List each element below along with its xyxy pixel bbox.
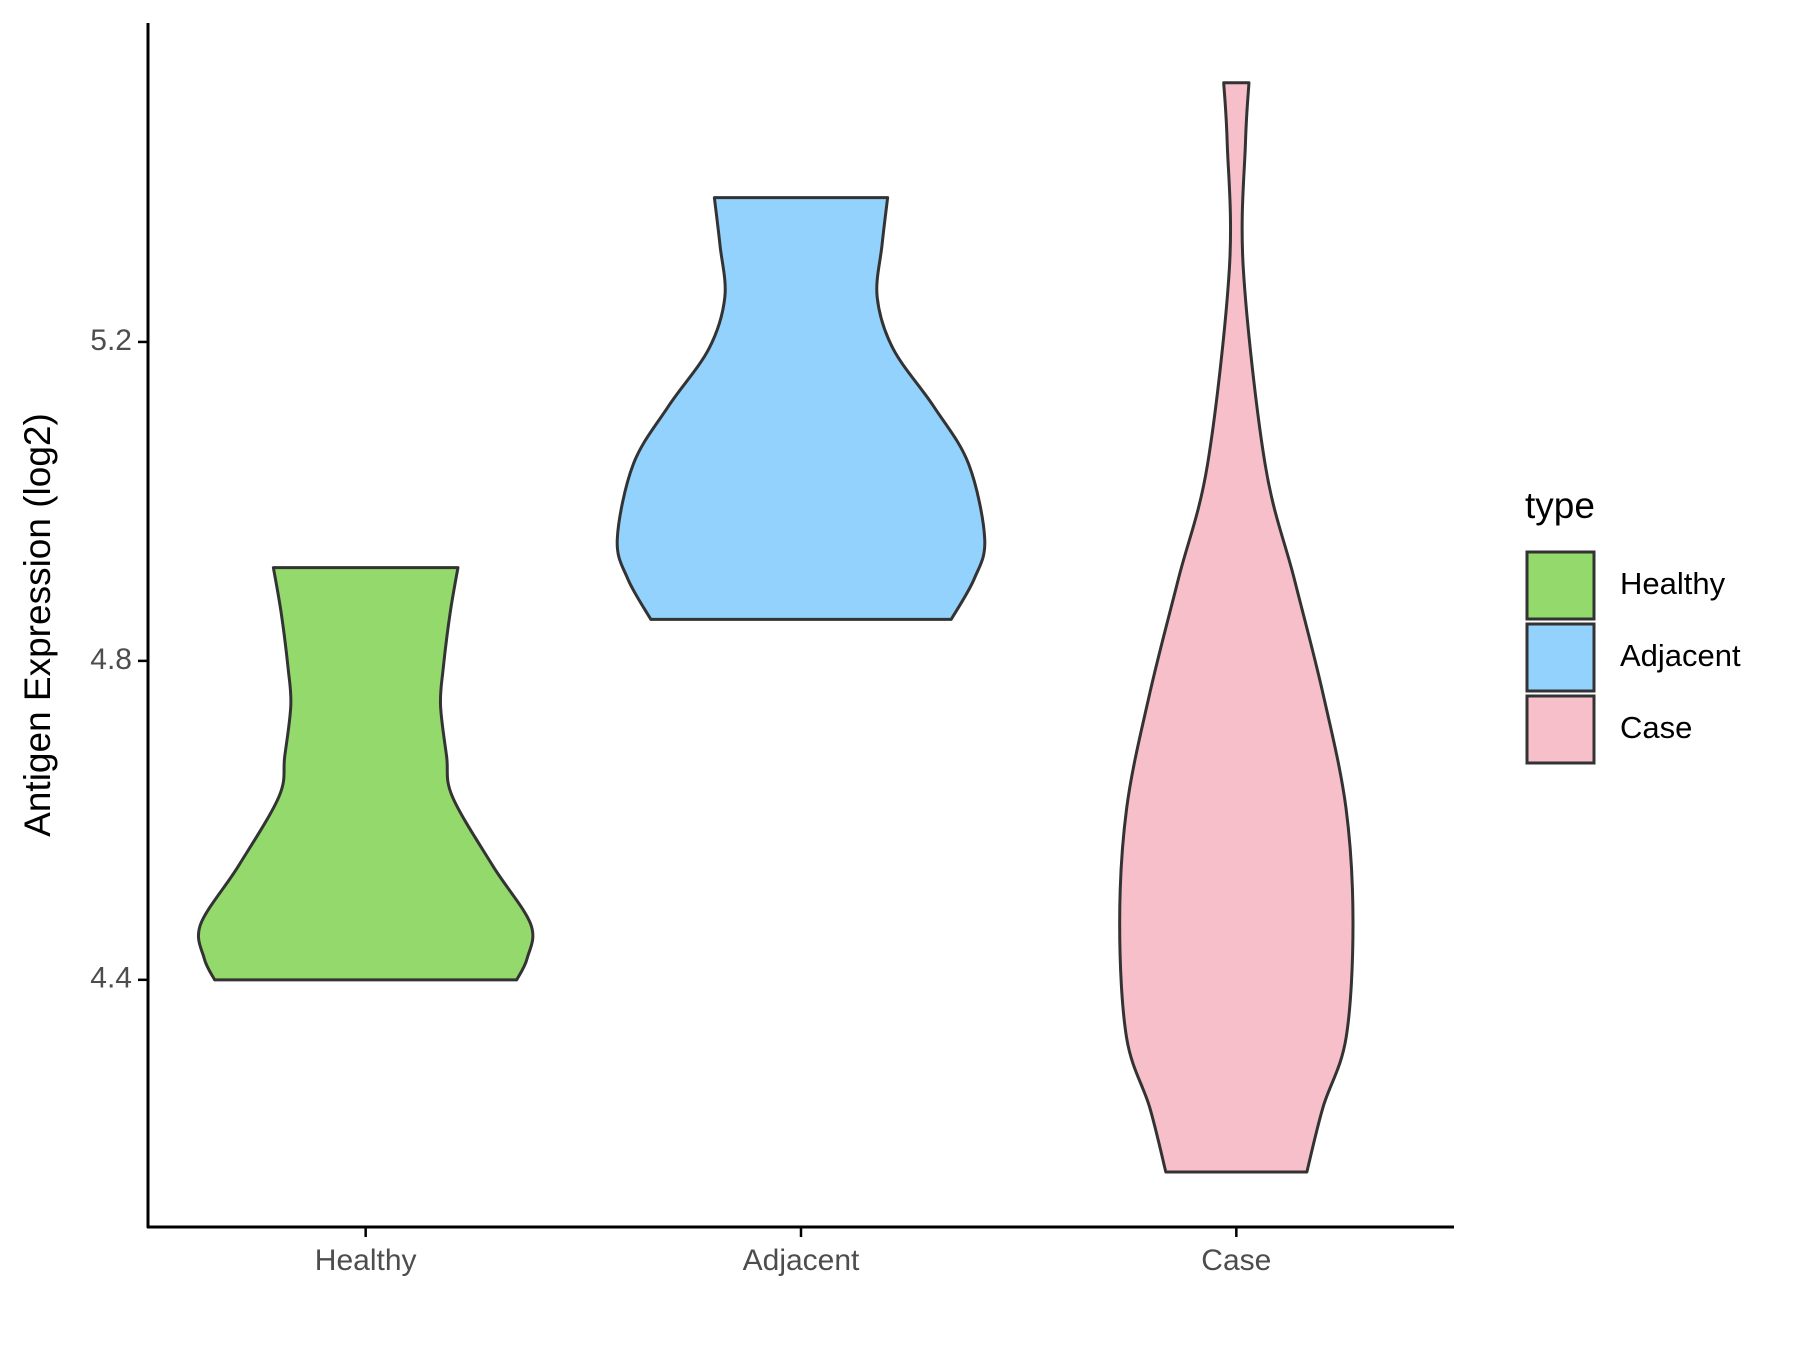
legend-title: type — [1525, 485, 1595, 526]
legend-label: Healthy — [1620, 566, 1726, 601]
violin — [1118, 81, 1355, 1174]
legend-label: Adjacent — [1620, 638, 1741, 673]
y-tick-label: 4.8 — [90, 643, 132, 676]
legend-key — [1525, 622, 1596, 693]
y-axis-title: Antigen Expression (log2) — [17, 413, 58, 837]
x-tick-label: Healthy — [315, 1244, 417, 1277]
legend-key — [1525, 694, 1596, 765]
x-tick-label: Adjacent — [743, 1244, 860, 1277]
violin — [615, 196, 987, 621]
legend-label: Case — [1620, 710, 1692, 745]
y-tick-label: 5.2 — [90, 324, 132, 357]
y-tick-label: 4.4 — [90, 962, 132, 995]
x-tick-label: Case — [1201, 1244, 1271, 1277]
legend-key — [1525, 550, 1596, 621]
violin — [196, 566, 535, 982]
